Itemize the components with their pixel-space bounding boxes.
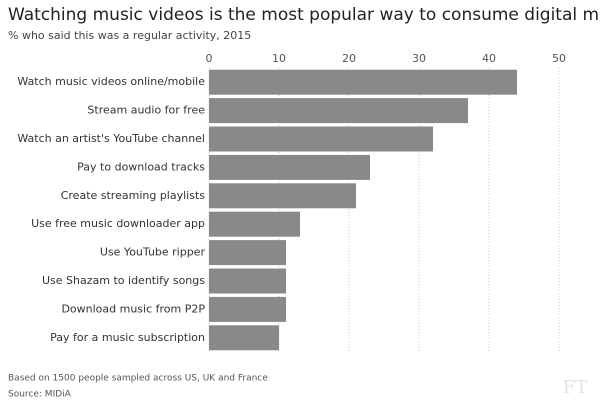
bar: [209, 268, 286, 294]
bar: [209, 69, 517, 95]
note: Based on 1500 people sampled across US, …: [8, 374, 268, 384]
y-tick-label: Create streaming playlists: [61, 189, 206, 202]
y-tick-label: Watch music videos online/mobile: [17, 75, 205, 88]
bar: [209, 154, 370, 180]
bar: [209, 98, 468, 124]
y-tick-label: Use free music downloader app: [31, 217, 205, 230]
y-tick-label: Pay to download tracks: [77, 160, 205, 173]
x-tick-label: 0: [206, 52, 213, 65]
x-tick-label: 10: [272, 52, 286, 65]
bar: [209, 325, 279, 351]
bar: [209, 183, 356, 209]
bar: [209, 211, 300, 237]
chart-title: Watching music videos is the most popula…: [8, 5, 600, 25]
y-tick-label: Use Shazam to identify songs: [42, 274, 205, 287]
watermark: FT: [563, 377, 588, 398]
x-tick-label: 20: [342, 52, 356, 65]
y-tick-label: Watch an artist's YouTube channel: [17, 132, 205, 145]
source: Source: MIDiA: [8, 390, 72, 400]
y-tick-label: Use YouTube ripper: [100, 246, 206, 259]
y-tick-label: Stream audio for free: [87, 104, 205, 117]
y-tick-label: Download music from P2P: [61, 302, 205, 315]
bar: [209, 240, 286, 266]
x-tick-label: 30: [412, 52, 426, 65]
bar: [209, 126, 433, 152]
x-tick-label: 40: [482, 52, 496, 65]
y-tick-label: Pay for a music subscription: [50, 331, 205, 344]
chart-subtitle: % who said this was a regular activity, …: [8, 29, 251, 42]
bar: [209, 296, 286, 322]
x-tick-label: 50: [552, 52, 566, 65]
